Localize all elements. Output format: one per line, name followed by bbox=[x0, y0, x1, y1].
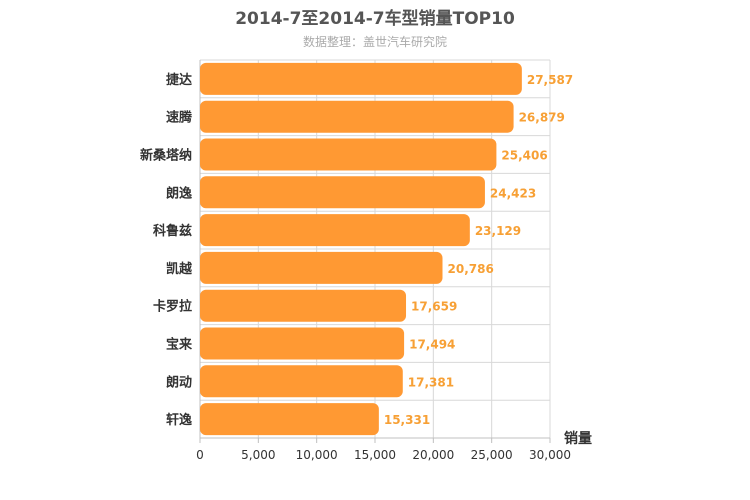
bar[interactable] bbox=[200, 289, 407, 322]
x-tick-label: 10,000 bbox=[296, 448, 338, 462]
data-label: 27,587 bbox=[527, 73, 573, 87]
bar[interactable] bbox=[200, 403, 379, 436]
bar[interactable] bbox=[200, 327, 405, 360]
category-label: 宝来 bbox=[166, 337, 193, 353]
category-label: 朗动 bbox=[166, 374, 192, 390]
data-label: 26,879 bbox=[519, 111, 565, 125]
data-label: 15,331 bbox=[384, 413, 430, 427]
bar[interactable] bbox=[200, 62, 522, 95]
category-label: 朗逸 bbox=[166, 185, 192, 201]
x-tick-label: 0 bbox=[196, 448, 204, 462]
x-axis-title: 销量 bbox=[564, 430, 592, 447]
category-label: 卡罗拉 bbox=[153, 299, 192, 315]
category-label: 凯越 bbox=[166, 261, 193, 277]
x-tick-label: 15,000 bbox=[354, 448, 396, 462]
category-label: 轩逸 bbox=[166, 412, 192, 428]
data-label: 24,423 bbox=[490, 186, 536, 200]
data-label: 23,129 bbox=[475, 224, 521, 238]
chart-subtitle: 数据整理：盖世汽车研究院 bbox=[302, 35, 447, 49]
chart-title: 2014-7至2014-7车型销量TOP10 bbox=[235, 9, 515, 29]
category-label: 科鲁兹 bbox=[153, 223, 192, 239]
category-label: 速腾 bbox=[166, 110, 193, 126]
x-tick-label: 20,000 bbox=[412, 448, 454, 462]
category-label: 新桑塔纳 bbox=[140, 148, 192, 164]
bar[interactable] bbox=[200, 100, 514, 133]
data-label: 20,786 bbox=[448, 262, 494, 276]
data-label: 17,659 bbox=[411, 300, 457, 314]
category-label: 捷达 bbox=[166, 72, 192, 88]
data-label: 25,406 bbox=[501, 149, 547, 163]
data-labels: 27,587 26,879 25,406 24,423 23,129 20,786 17,6… bbox=[384, 73, 573, 427]
x-tick-label: 5,000 bbox=[241, 448, 275, 462]
bars bbox=[200, 62, 522, 436]
bar[interactable] bbox=[200, 214, 470, 247]
bar[interactable] bbox=[200, 176, 485, 209]
x-axis-ticks: 0 5,000 10,000 15,000 20,000 25,000 30,000 bbox=[196, 438, 571, 462]
x-tick-label: 30,000 bbox=[529, 448, 571, 462]
x-tick-label: 25,000 bbox=[471, 448, 513, 462]
data-label: 17,494 bbox=[409, 338, 455, 352]
data-label: 17,381 bbox=[408, 375, 454, 389]
bar[interactable] bbox=[200, 251, 443, 284]
bar[interactable] bbox=[200, 365, 403, 398]
bar[interactable] bbox=[200, 138, 497, 171]
